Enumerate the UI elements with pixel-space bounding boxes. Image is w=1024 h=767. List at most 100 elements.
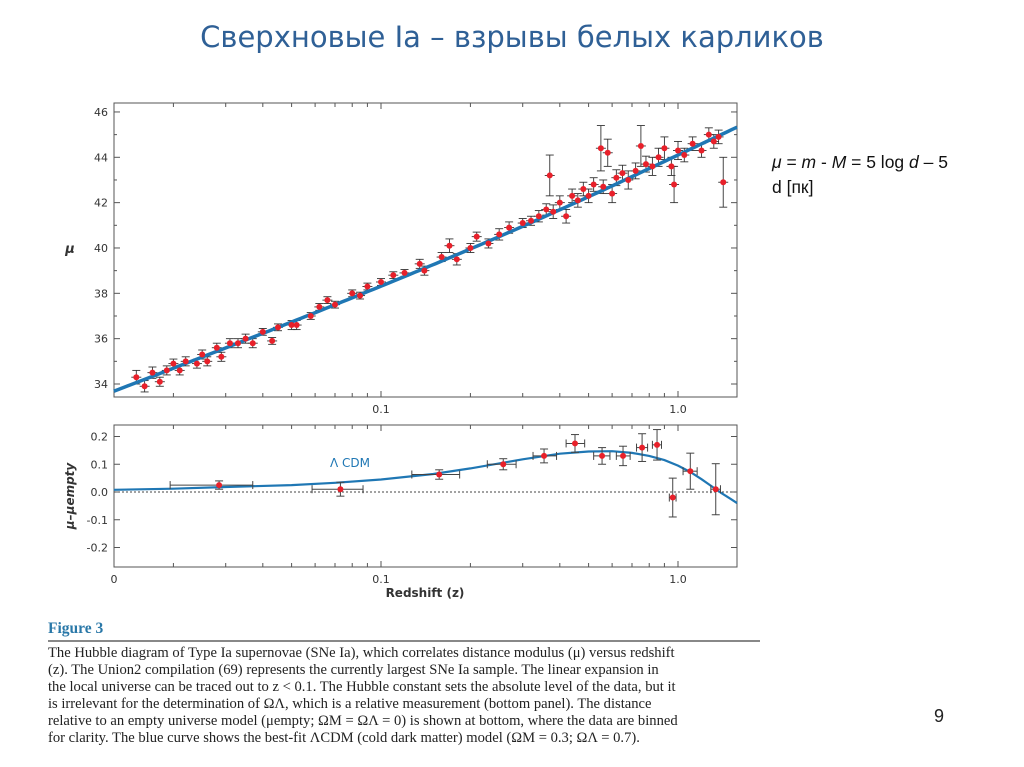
data-point — [563, 213, 570, 220]
distance-unit-note: d [пк] — [772, 177, 814, 197]
data-point — [349, 290, 356, 297]
caption-line: is irrelevant for the determination of Ω… — [48, 696, 652, 713]
lcdm-curve — [113, 450, 738, 505]
binned-point — [687, 468, 694, 475]
x-tick-label: 0.1 — [372, 573, 390, 586]
data-point — [316, 303, 323, 310]
data-point — [698, 147, 705, 154]
y-tick-label: 46 — [94, 106, 108, 119]
caption-line: relative to an empty universe model (μem… — [48, 713, 678, 730]
data-point — [193, 360, 200, 367]
data-point — [613, 174, 620, 181]
caption-line: for clarity. The blue curve shows the be… — [48, 730, 640, 747]
binned-point — [572, 440, 579, 447]
data-point — [632, 167, 639, 174]
data-point — [133, 374, 140, 381]
data-point — [218, 353, 225, 360]
caption-line: The Hubble diagram of Type Ia supernovae… — [48, 645, 675, 661]
binned-point — [669, 494, 676, 501]
data-point — [446, 242, 453, 249]
data-point — [275, 324, 282, 331]
figure-label: Figure 3 — [48, 620, 760, 642]
data-point — [546, 172, 553, 179]
data-point — [453, 256, 460, 263]
binned-point — [216, 482, 223, 489]
y-tick-label: 0.2 — [91, 431, 109, 444]
data-point — [213, 344, 220, 351]
data-point — [637, 142, 644, 149]
data-point — [485, 240, 492, 247]
binned-point — [500, 461, 507, 468]
data-point — [226, 340, 233, 347]
data-point — [473, 233, 480, 240]
data-point — [467, 244, 474, 251]
data-point — [675, 147, 681, 154]
plot-frame — [113, 424, 738, 568]
x-axis-label: Redshift (z) — [386, 586, 465, 600]
data-point — [401, 269, 408, 276]
data-point — [496, 231, 503, 238]
data-point — [625, 176, 632, 183]
data-point — [242, 335, 249, 342]
data-point — [528, 217, 535, 224]
data-point — [580, 186, 587, 193]
y-tick-label: 38 — [94, 287, 108, 300]
data-point — [204, 358, 211, 365]
binned-point — [654, 441, 661, 448]
y-tick-label: -0.2 — [87, 542, 108, 555]
data-point — [357, 292, 364, 299]
data-point — [689, 140, 696, 147]
lcdm-label: Λ CDM — [330, 456, 370, 470]
binned-point — [599, 452, 606, 459]
data-point — [156, 378, 163, 385]
data-point — [141, 383, 148, 390]
figure-caption: Figure 3 The Hubble diagram of Type Ia s… — [48, 620, 760, 748]
binned-point — [541, 452, 548, 459]
y-tick-label: 42 — [94, 197, 108, 210]
binned-point — [620, 452, 627, 459]
hubble-plot-top: 34 36 38 40 42 44 46 0.1 1.0 μ — [64, 102, 738, 416]
data-point — [619, 170, 626, 177]
data-point — [307, 312, 314, 319]
y-tick-label: 0.0 — [91, 486, 109, 499]
data-point — [710, 138, 717, 145]
data-point — [421, 267, 428, 274]
y-tick-label: 0.1 — [91, 458, 109, 471]
data-point — [324, 297, 331, 304]
data-point — [149, 369, 156, 376]
data-point — [163, 367, 170, 374]
binned-point — [337, 486, 344, 493]
caption-line: the local universe can be traced out to … — [48, 679, 676, 696]
y-tick-label: 44 — [94, 151, 108, 164]
data-point — [585, 192, 592, 199]
data-point — [705, 131, 712, 138]
y-tick-label: 34 — [94, 378, 108, 391]
data-point — [364, 283, 371, 290]
data-point — [378, 278, 384, 285]
data-point — [715, 133, 722, 140]
data-point — [720, 179, 727, 186]
y-axis-label: μ — [64, 242, 75, 257]
data-point — [574, 197, 581, 204]
x-tick-label: 1.0 — [669, 403, 687, 416]
slide-title: Сверхновые Ia – взрывы белых карликов — [200, 20, 824, 54]
data-point — [416, 260, 423, 267]
page-number: 9 — [934, 706, 945, 726]
data-point — [199, 351, 206, 358]
data-point — [269, 337, 276, 344]
data-point — [182, 358, 189, 365]
data-point — [506, 224, 513, 231]
data-point — [519, 220, 526, 227]
data-point — [543, 206, 550, 213]
x-tick-label: 1.0 — [669, 573, 687, 586]
data-point — [569, 192, 576, 199]
data-point — [590, 181, 597, 188]
data-point — [604, 149, 611, 156]
y-tick-label: 40 — [94, 242, 108, 255]
residual-plot-bottom: 0.2 0.1 0.0 -0.1 -0.2 0 0.1 1.0 Λ CDM Redshift (z… — [63, 424, 738, 600]
data-point — [655, 154, 662, 161]
data-point — [649, 163, 656, 170]
data-point — [234, 340, 241, 347]
data-point — [170, 360, 177, 367]
data-point — [642, 161, 649, 168]
